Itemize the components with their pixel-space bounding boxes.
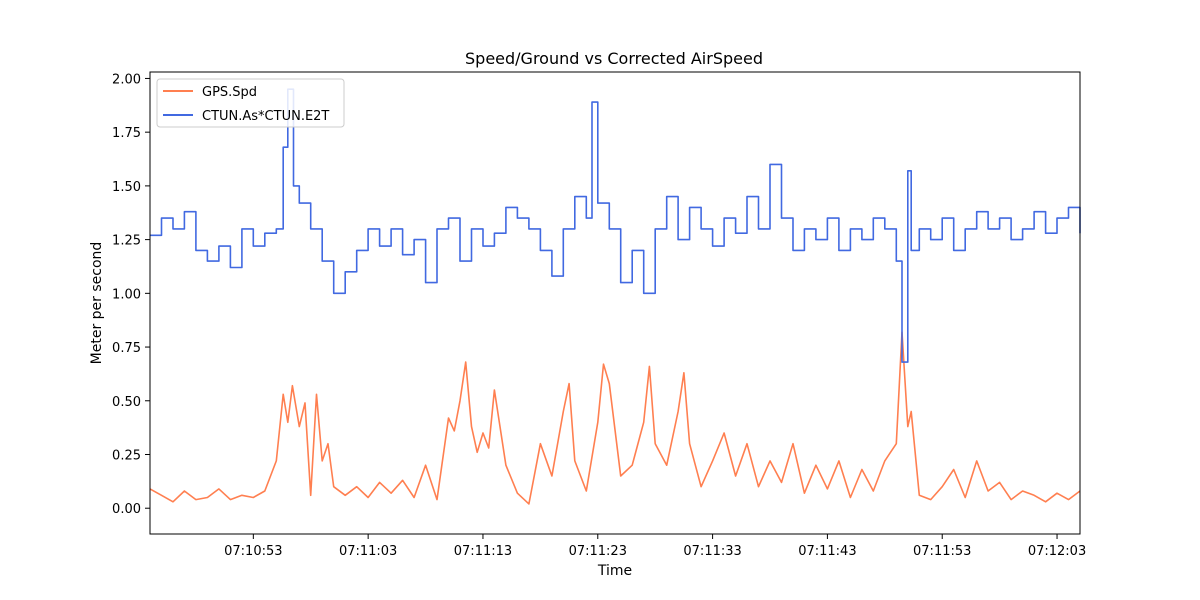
y-tick-label: 0.75: [112, 341, 141, 356]
y-tick-label: 1.75: [112, 126, 141, 141]
y-tick-label: 0.50: [112, 395, 141, 410]
x-tick-label: 07:11:03: [339, 544, 397, 559]
x-tick-label: 07:11:53: [913, 544, 971, 559]
legend-label-ctun: CTUN.As*CTUN.E2T: [202, 109, 329, 124]
y-tick-label: 0.00: [112, 502, 141, 517]
y-tick-label: 2.00: [112, 72, 141, 87]
legend: GPS.Spd CTUN.As*CTUN.E2T: [156, 78, 345, 128]
legend-label-gps-spd: GPS.Spd: [202, 85, 257, 100]
x-tick-label: 07:12:03: [1028, 544, 1086, 559]
x-tick-label: 07:11:43: [798, 544, 856, 559]
series-line-ctun-as-ctun-e2t: [150, 88, 1081, 363]
y-axis: 0.00 0.25 0.50 0.75 1.00 1.25 1.50 1.75 2.00: [112, 72, 150, 517]
x-tick-label: 07:10:53: [224, 544, 282, 559]
plot-frame: [149, 71, 1081, 535]
plot-area: [149, 71, 1081, 535]
legend-box: [156, 78, 345, 128]
x-tick-label: 07:11:23: [569, 544, 627, 559]
y-tick-label: 1.50: [112, 180, 141, 195]
y-tick-label: 1.00: [112, 287, 141, 302]
y-tick-label: 1.25: [112, 234, 141, 249]
chart-title: Speed/Ground vs Corrected AirSpeed: [465, 49, 763, 68]
series-line-gps-spd: [149, 331, 1081, 505]
x-axis-label: Time: [597, 563, 632, 579]
y-axis-label: Meter per second: [89, 242, 105, 365]
x-tick-label: 07:11:33: [683, 544, 741, 559]
x-tick-label: 07:11:13: [454, 544, 512, 559]
series-layer: [149, 88, 1081, 505]
y-tick-label: 0.25: [112, 448, 141, 463]
x-axis: 07:10:53 07:11:03 07:11:13 07:11:23 07:11:33…: [224, 534, 1086, 559]
